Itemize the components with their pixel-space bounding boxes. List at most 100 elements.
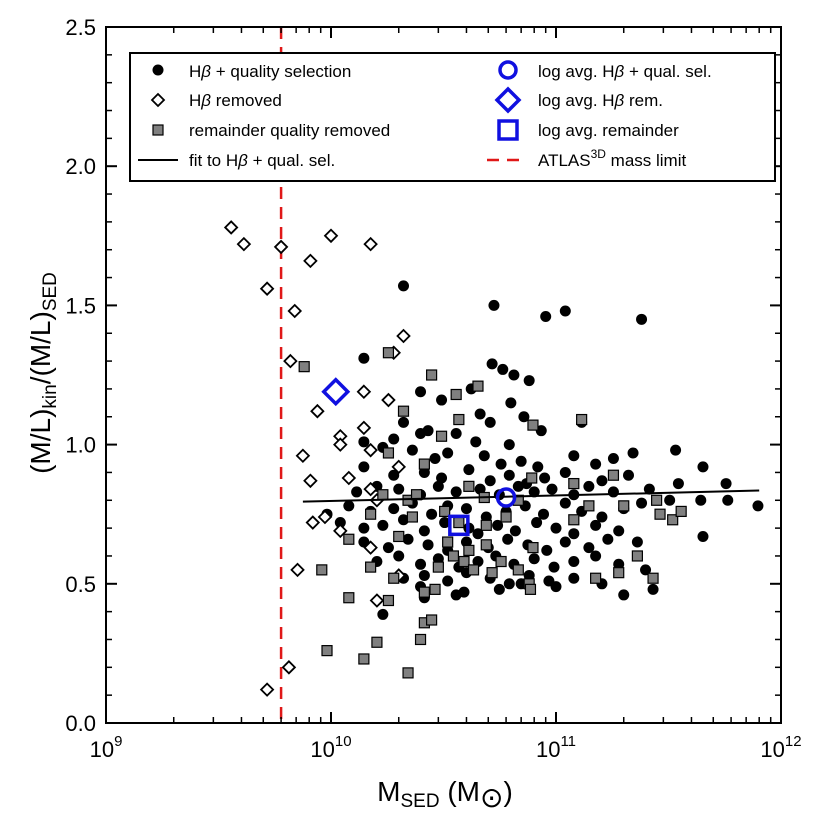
point-remainder-removed (495, 555, 507, 568)
point-hb-removed (259, 281, 275, 296)
legend-label-hb-quality: Hβ + quality selection (189, 62, 351, 81)
point-remainder-removed (675, 505, 687, 518)
point-hb-removed (341, 470, 357, 486)
point-hb-quality (495, 458, 507, 470)
point-hb-removed (283, 353, 298, 369)
point-hb-quality (442, 575, 454, 587)
point-hb-quality (541, 544, 553, 556)
y-tick-label: 1.5 (65, 293, 96, 318)
point-remainder-removed (480, 539, 492, 551)
point-remainder-removed (343, 533, 355, 545)
point-hb-quality (358, 461, 370, 473)
point-hb-removed (363, 540, 378, 555)
point-hb-quality (422, 539, 434, 551)
point-hb-quality (426, 508, 438, 520)
point-remainder-removed (500, 511, 512, 523)
point-remainder-removed (382, 594, 395, 607)
x-axis-title: MSED (M⊙) (377, 776, 513, 813)
point-remainder-removed (418, 586, 430, 598)
point-remainder-removed (568, 514, 580, 526)
point-hb-quality (334, 517, 346, 529)
point-hb-quality (478, 450, 490, 462)
point-hb-removed (305, 515, 321, 530)
point-hb-quality (377, 608, 389, 620)
point-hb-quality (596, 511, 608, 523)
point-hb-quality (647, 583, 659, 595)
point-hb-quality (752, 500, 764, 512)
point-hb-quality (643, 483, 655, 495)
point-remainder-removed (480, 519, 492, 531)
point-hb-removed (236, 236, 252, 252)
point-hb-quality (382, 542, 394, 554)
point-hb-removed (356, 420, 372, 436)
point-hb-quality (488, 299, 500, 311)
point-hb-quality (463, 464, 475, 476)
point-remainder-removed (647, 572, 659, 584)
point-hb-removed (310, 403, 325, 419)
point-hb-quality (415, 427, 427, 439)
point-hb-quality (627, 447, 639, 459)
point-hb-quality (590, 550, 602, 562)
point-remainder-removed (377, 489, 389, 501)
point-hb-quality (539, 472, 551, 484)
point-hb-quality (460, 536, 472, 548)
y-tick-label: 1.0 (65, 433, 96, 458)
point-hb-quality (568, 528, 580, 540)
point-hb-quality (450, 427, 462, 439)
point-remainder-removed (426, 614, 438, 626)
point-hb-removed (259, 682, 275, 697)
legend-marker-avg-remainder (497, 119, 519, 141)
point-hb-quality (670, 444, 682, 456)
point-hb-quality (484, 416, 496, 428)
point-hb-quality (538, 508, 550, 520)
point-remainder-removed (397, 405, 410, 417)
point-hb-quality (613, 558, 625, 570)
point-hb-quality (472, 556, 484, 568)
point-hb-removed (273, 239, 289, 255)
point-hb-removed (363, 236, 378, 252)
point-hb-quality (720, 478, 732, 490)
point-hb-quality (532, 461, 544, 473)
point-hb-removed (303, 473, 318, 489)
point-hb-quality (388, 433, 400, 445)
point-remainder-removed (414, 633, 427, 646)
point-hb-quality (492, 519, 504, 531)
y-axis-title: (M/L)kin/(M/L)SED (25, 272, 61, 474)
point-hb-quality (397, 280, 409, 292)
point-hb-quality (695, 494, 707, 506)
point-hb-quality (486, 358, 498, 370)
point-hb-quality (432, 480, 444, 492)
point-remainder-removed (613, 567, 625, 579)
point-hb-quality (515, 455, 527, 467)
point-hb-removed (317, 509, 333, 525)
legend-marker-avg-hb-quality (498, 60, 518, 80)
point-remainder-removed (432, 561, 444, 573)
point-hb-quality (388, 469, 400, 481)
point-remainder-removed (651, 494, 663, 506)
point-hb-quality (722, 494, 734, 506)
point-hb-quality (607, 453, 619, 465)
point-hb-quality (583, 542, 595, 554)
point-hb-quality (503, 469, 515, 481)
point-remainder-removed (343, 592, 355, 604)
point-hb-quality (697, 461, 709, 473)
point-remainder-removed (406, 511, 418, 523)
point-hb-removed (369, 593, 385, 608)
point-hb-quality (418, 466, 430, 478)
point-remainder-removed (365, 508, 377, 520)
point-hb-quality (640, 564, 652, 576)
point-hb-quality (393, 550, 405, 562)
point-hb-quality (550, 581, 562, 593)
point-remainder-removed (618, 500, 630, 512)
point-hb-quality (358, 522, 370, 534)
point-remainder-removed (371, 636, 383, 648)
point-remainder-removed (458, 555, 470, 568)
point-remainder-removed (453, 516, 465, 529)
legend: Hβ + quality selection Hβ removed remain… (129, 52, 776, 182)
point-hb-quality (636, 497, 648, 509)
point-remainder-removed (463, 480, 475, 492)
point-remainder-removed (450, 388, 462, 401)
point-remainder-removed (447, 550, 460, 562)
point-hb-quality (540, 311, 552, 323)
point-remainder-removed (418, 458, 430, 470)
